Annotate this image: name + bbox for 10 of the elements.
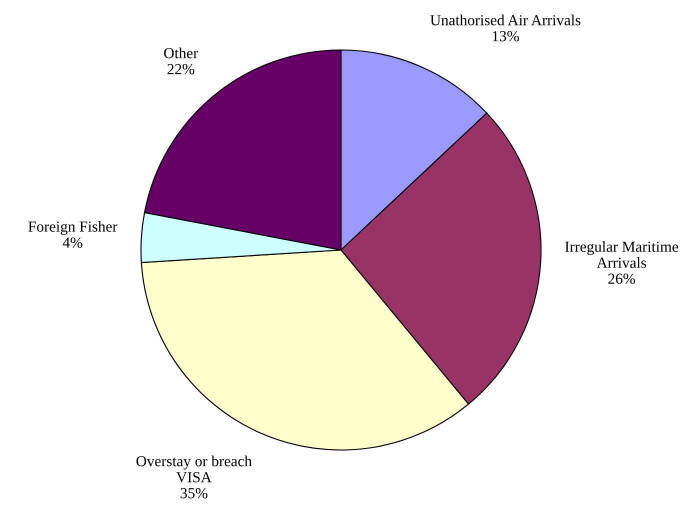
data-label: 26% [608, 274, 636, 284]
slice-label: Other [164, 48, 198, 58]
data-label: 13% [492, 31, 519, 42]
data-label: 35% [180, 488, 208, 498]
slice-label: Overstay or breach VISA [136, 456, 252, 482]
slice-label: Irregular Maritime Arrivals [565, 241, 678, 268]
slice-label: Foreign Fisher [28, 221, 118, 235]
data-label: 4% [62, 237, 82, 248]
data-label: 22% [167, 64, 194, 74]
slice-label: Unathorised Air Arrivals [430, 14, 580, 26]
